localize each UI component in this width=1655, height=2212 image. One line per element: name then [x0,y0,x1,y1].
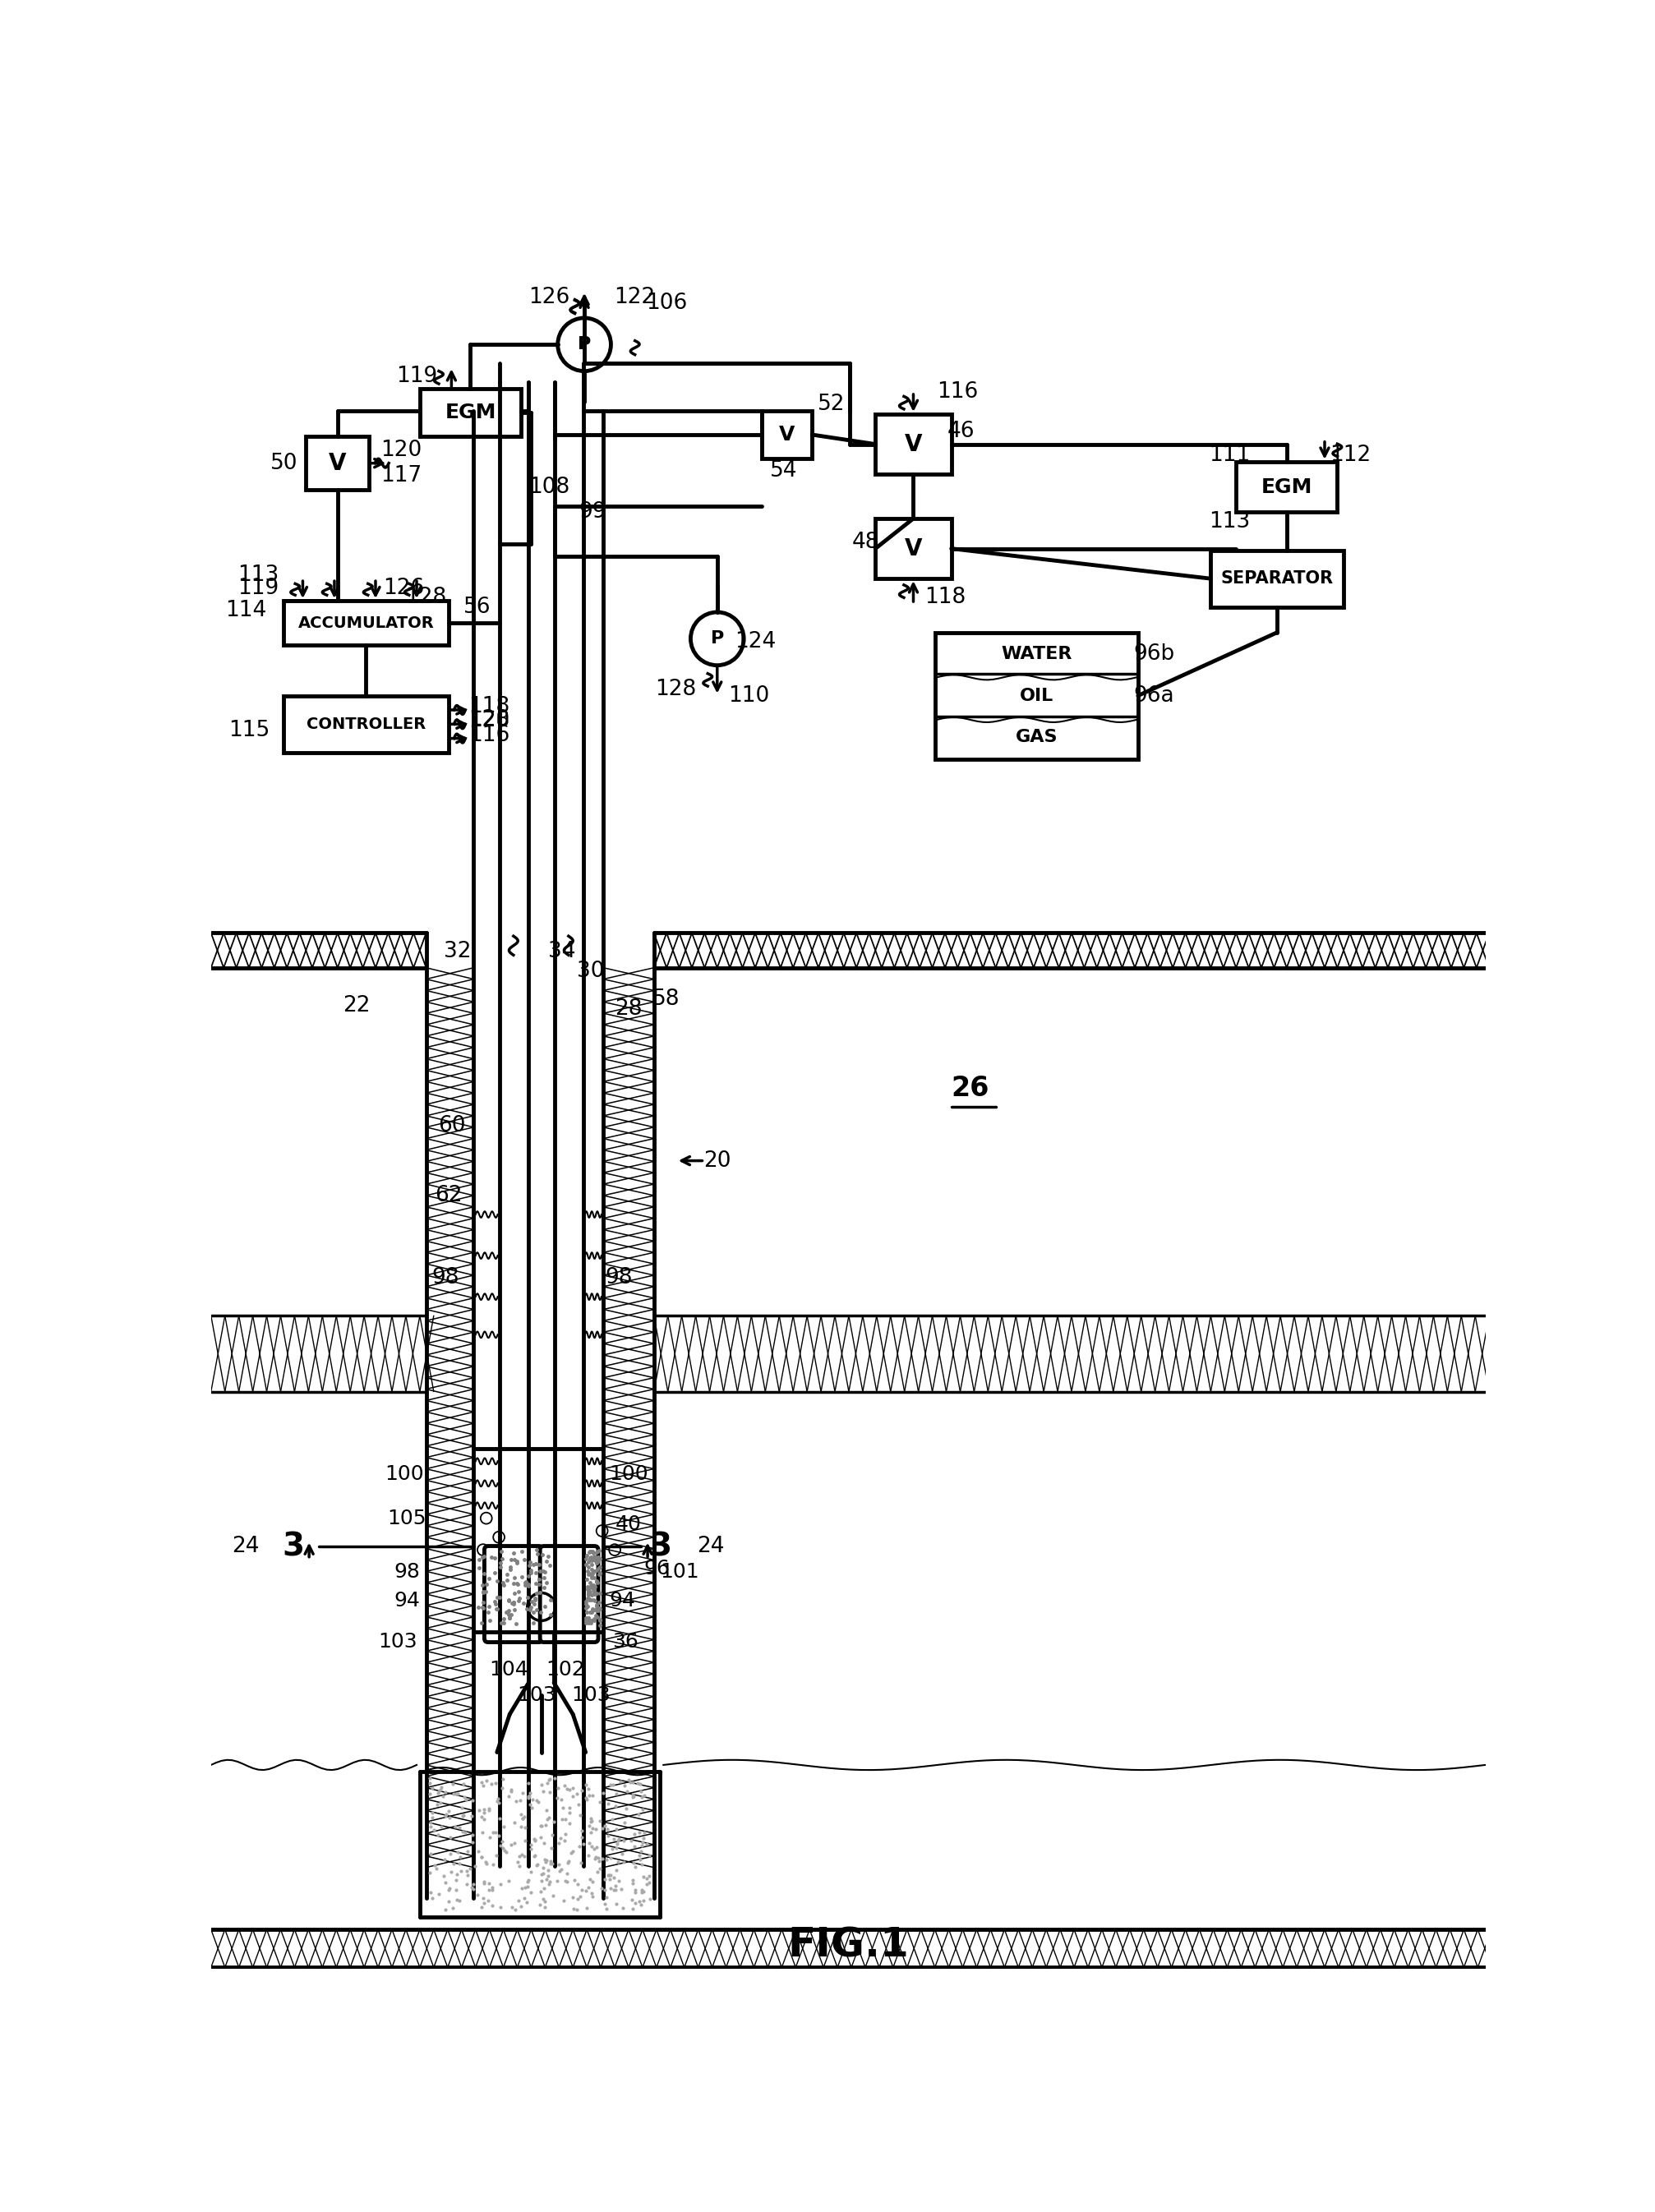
Text: 119: 119 [238,577,280,599]
Text: 112: 112 [1329,445,1370,467]
Text: V: V [905,538,922,560]
FancyBboxPatch shape [485,1546,543,1641]
Text: 98: 98 [394,1562,420,1582]
Text: 50: 50 [270,453,298,473]
Text: FIG.1: FIG.1 [788,1927,909,1964]
Text: CONTROLLER: CONTROLLER [306,717,425,732]
Text: 60: 60 [437,1115,465,1137]
Text: 28: 28 [616,998,642,1020]
Text: 128: 128 [468,710,510,732]
Text: 111: 111 [1210,445,1251,467]
Text: V: V [780,425,794,445]
Text: 119: 119 [396,365,437,387]
Bar [283,697,449,752]
Text: 96a: 96a [1134,686,1173,706]
Text: 62: 62 [435,1186,462,1206]
Text: 115: 115 [228,719,270,741]
Text: 117: 117 [381,465,422,487]
Text: 3: 3 [281,1531,305,1562]
Bar [1236,462,1337,513]
Text: 46: 46 [947,420,975,442]
Text: 32: 32 [444,942,472,962]
Text: 30: 30 [578,960,604,982]
Text: 120: 120 [468,708,510,730]
Text: 120: 120 [381,440,422,460]
Text: 116: 116 [937,380,978,403]
Text: 128: 128 [655,679,697,699]
Text: GAS: GAS [1016,730,1058,745]
Text: 100: 100 [384,1464,424,1484]
Text: 3: 3 [649,1531,672,1562]
Bar [935,633,1139,759]
Text: 103: 103 [518,1686,556,1705]
Text: 118: 118 [925,586,965,608]
Text: 20: 20 [703,1150,732,1172]
Text: 34: 34 [548,942,576,962]
Bar [761,411,813,458]
Text: 98: 98 [606,1267,632,1287]
Text: 100: 100 [609,1464,649,1484]
Text: 26: 26 [952,1075,990,1102]
Text: 118: 118 [468,697,510,717]
Text: WATER: WATER [1001,646,1072,661]
Text: EGM: EGM [445,403,497,422]
Text: 40: 40 [616,1515,642,1535]
FancyBboxPatch shape [540,1546,597,1641]
Text: 105: 105 [387,1509,427,1528]
Text: 98: 98 [432,1267,458,1287]
Text: 36: 36 [612,1632,639,1652]
Text: 52: 52 [818,394,844,416]
Text: 103: 103 [571,1686,611,1705]
Text: 96: 96 [644,1559,670,1579]
Text: 94: 94 [394,1590,420,1610]
Text: 24: 24 [232,1535,260,1557]
Bar [283,602,449,646]
Text: 54: 54 [770,460,798,482]
Text: 108: 108 [530,476,571,498]
Text: SEPARATOR: SEPARATOR [1221,571,1334,586]
Text: 126: 126 [384,577,425,599]
Text: 106: 106 [645,292,687,314]
Text: 56: 56 [463,597,492,617]
Text: 58: 58 [652,989,680,1011]
Bar [1211,551,1344,606]
Text: 128: 128 [405,586,447,608]
Text: 116: 116 [468,726,510,745]
Bar [875,414,952,473]
Text: 113: 113 [1210,511,1251,533]
Text: ACCUMULATOR: ACCUMULATOR [298,615,434,630]
Text: 102: 102 [546,1661,584,1679]
Bar [875,518,952,580]
Text: 103: 103 [377,1632,417,1652]
Text: OIL: OIL [1019,688,1054,703]
Text: 96b: 96b [1134,644,1175,664]
Text: 110: 110 [728,686,770,706]
Text: 48: 48 [852,531,880,553]
Text: EGM: EGM [1261,478,1312,498]
Text: V: V [905,434,922,456]
Bar [306,436,369,491]
Text: 101: 101 [660,1562,698,1582]
Text: V: V [329,451,346,476]
Text: 124: 124 [735,630,776,653]
Text: P: P [578,336,591,352]
Text: 122: 122 [614,285,655,307]
Text: 113: 113 [238,564,280,586]
Text: 104: 104 [488,1661,528,1679]
Text: 126: 126 [530,285,571,307]
Bar [420,389,521,436]
Text: 99: 99 [579,502,606,522]
Text: 24: 24 [697,1535,725,1557]
Text: 114: 114 [225,599,266,622]
Text: 22: 22 [343,995,371,1015]
Text: 94: 94 [609,1590,636,1610]
Text: P: P [710,630,723,646]
